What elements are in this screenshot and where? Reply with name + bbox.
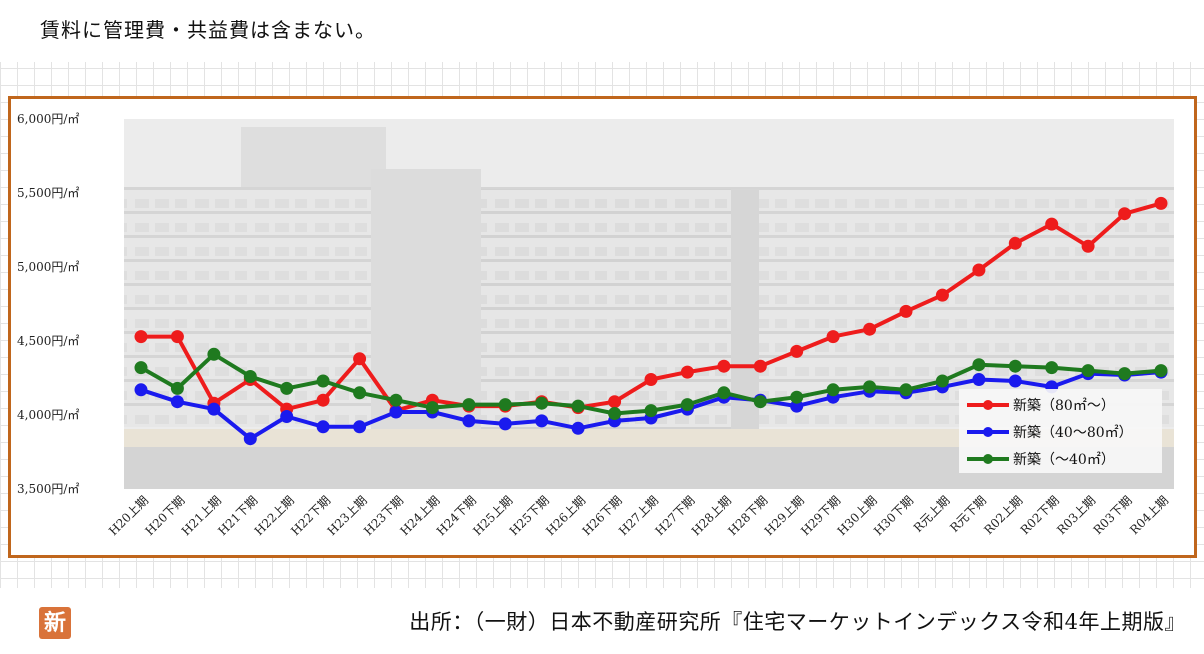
data-point bbox=[353, 386, 367, 400]
rent-note: 賃料に管理費・共益費は含まない。 bbox=[40, 18, 376, 42]
data-point bbox=[1045, 217, 1059, 231]
data-point bbox=[608, 407, 622, 420]
data-point bbox=[717, 386, 731, 400]
data-point bbox=[1118, 207, 1132, 221]
y-tick-label: 6,000円/㎡ bbox=[17, 112, 79, 126]
data-point bbox=[425, 401, 439, 415]
legend-swatch-marker bbox=[983, 454, 993, 464]
data-point bbox=[644, 373, 658, 386]
x-tick-label: R03上期 bbox=[1054, 493, 1098, 537]
data-point bbox=[790, 399, 804, 413]
data-point bbox=[972, 358, 986, 372]
data-point bbox=[826, 330, 840, 344]
data-point bbox=[1008, 236, 1022, 250]
data-point bbox=[717, 359, 731, 373]
data-point bbox=[389, 393, 403, 407]
x-tick-label: R元上期 bbox=[911, 493, 953, 535]
x-tick-label: H30下期 bbox=[871, 493, 916, 538]
legend-swatch-marker bbox=[983, 400, 993, 410]
data-point bbox=[1154, 364, 1168, 378]
chart-frame: 3,500円/㎡ 4,000円/㎡ 4,500円/㎡ 5,000円/㎡ 5,500円/㎡… bbox=[8, 96, 1197, 639]
legend-label: 新築（40～80㎡） bbox=[1013, 425, 1133, 441]
data-point bbox=[462, 414, 476, 428]
data-point bbox=[243, 370, 257, 383]
data-point bbox=[535, 414, 549, 428]
data-point bbox=[1081, 364, 1095, 378]
data-point bbox=[1154, 196, 1168, 210]
legend: 新築（80㎡～） 新築（40～80㎡） 新築（～40㎡） bbox=[959, 389, 1162, 473]
data-point bbox=[498, 398, 512, 412]
data-point bbox=[863, 322, 877, 336]
y-tick-label: 4,000円/㎡ bbox=[17, 408, 79, 422]
data-point bbox=[316, 420, 330, 434]
header-band bbox=[0, 0, 1204, 62]
brand-logo-icon: 新 bbox=[39, 607, 71, 639]
data-point bbox=[134, 383, 148, 397]
data-point bbox=[243, 432, 257, 446]
data-point bbox=[790, 344, 804, 358]
data-point bbox=[1008, 374, 1022, 388]
data-point bbox=[935, 374, 949, 388]
data-point bbox=[170, 381, 184, 395]
x-tick-label: R03下期 bbox=[1091, 493, 1135, 537]
footer-band bbox=[0, 588, 1204, 654]
data-point bbox=[1045, 361, 1059, 375]
data-point bbox=[972, 373, 986, 386]
data-point bbox=[353, 420, 367, 434]
data-point bbox=[972, 263, 986, 277]
legend-label: 新築（80㎡～） bbox=[1013, 398, 1115, 414]
x-axis: H20上期H20下期H21上期H21下期H22上期H22下期H23上期H23下期… bbox=[106, 493, 1171, 538]
series-layer bbox=[134, 196, 1168, 446]
data-point bbox=[790, 390, 804, 404]
y-tick-label: 5,500円/㎡ bbox=[17, 186, 79, 200]
x-tick-label: R04上期 bbox=[1127, 493, 1171, 537]
source-citation: 出所：（一財）日本不動産研究所『住宅マーケットインデックス令和4年上期版』 bbox=[409, 610, 1186, 634]
data-point bbox=[134, 361, 148, 375]
data-point bbox=[753, 395, 767, 409]
data-point bbox=[280, 410, 294, 423]
data-point bbox=[170, 330, 184, 344]
data-point bbox=[899, 383, 913, 397]
data-point bbox=[571, 399, 585, 413]
data-point bbox=[863, 380, 877, 394]
data-point bbox=[608, 395, 622, 409]
data-point bbox=[680, 398, 694, 412]
data-point bbox=[170, 395, 184, 409]
data-point bbox=[498, 417, 512, 431]
legend-label: 新築（～40㎡） bbox=[1013, 452, 1115, 468]
data-point bbox=[316, 393, 330, 407]
data-point bbox=[389, 405, 403, 419]
data-point bbox=[1118, 367, 1132, 381]
data-point bbox=[899, 304, 913, 318]
y-tick-label: 4,500円/㎡ bbox=[17, 334, 79, 348]
data-point bbox=[1081, 239, 1095, 253]
data-point bbox=[353, 352, 367, 366]
data-point bbox=[462, 398, 476, 412]
data-point bbox=[134, 330, 148, 344]
y-axis: 3,500円/㎡ 4,000円/㎡ 4,500円/㎡ 5,000円/㎡ 5,500円/㎡… bbox=[17, 112, 79, 496]
data-point bbox=[571, 421, 585, 435]
series-3 bbox=[134, 347, 1168, 420]
data-point bbox=[826, 383, 840, 397]
data-point bbox=[535, 396, 549, 410]
x-tick-label: R02上期 bbox=[981, 493, 1025, 537]
data-point bbox=[316, 374, 330, 388]
x-tick-label: R02下期 bbox=[1018, 493, 1062, 537]
legend-swatch-marker bbox=[983, 427, 993, 437]
data-point bbox=[935, 288, 949, 302]
data-point bbox=[207, 347, 221, 361]
data-point bbox=[207, 402, 221, 416]
data-point bbox=[753, 359, 767, 373]
y-tick-label: 5,000円/㎡ bbox=[17, 260, 79, 274]
y-tick-label: 3,500円/㎡ bbox=[17, 482, 79, 496]
line-chart: 3,500円/㎡ 4,000円/㎡ 4,500円/㎡ 5,000円/㎡ 5,500円/㎡… bbox=[17, 112, 1174, 538]
data-point bbox=[1008, 359, 1022, 373]
data-point bbox=[680, 365, 694, 379]
data-point bbox=[280, 381, 294, 395]
data-point bbox=[644, 404, 658, 418]
